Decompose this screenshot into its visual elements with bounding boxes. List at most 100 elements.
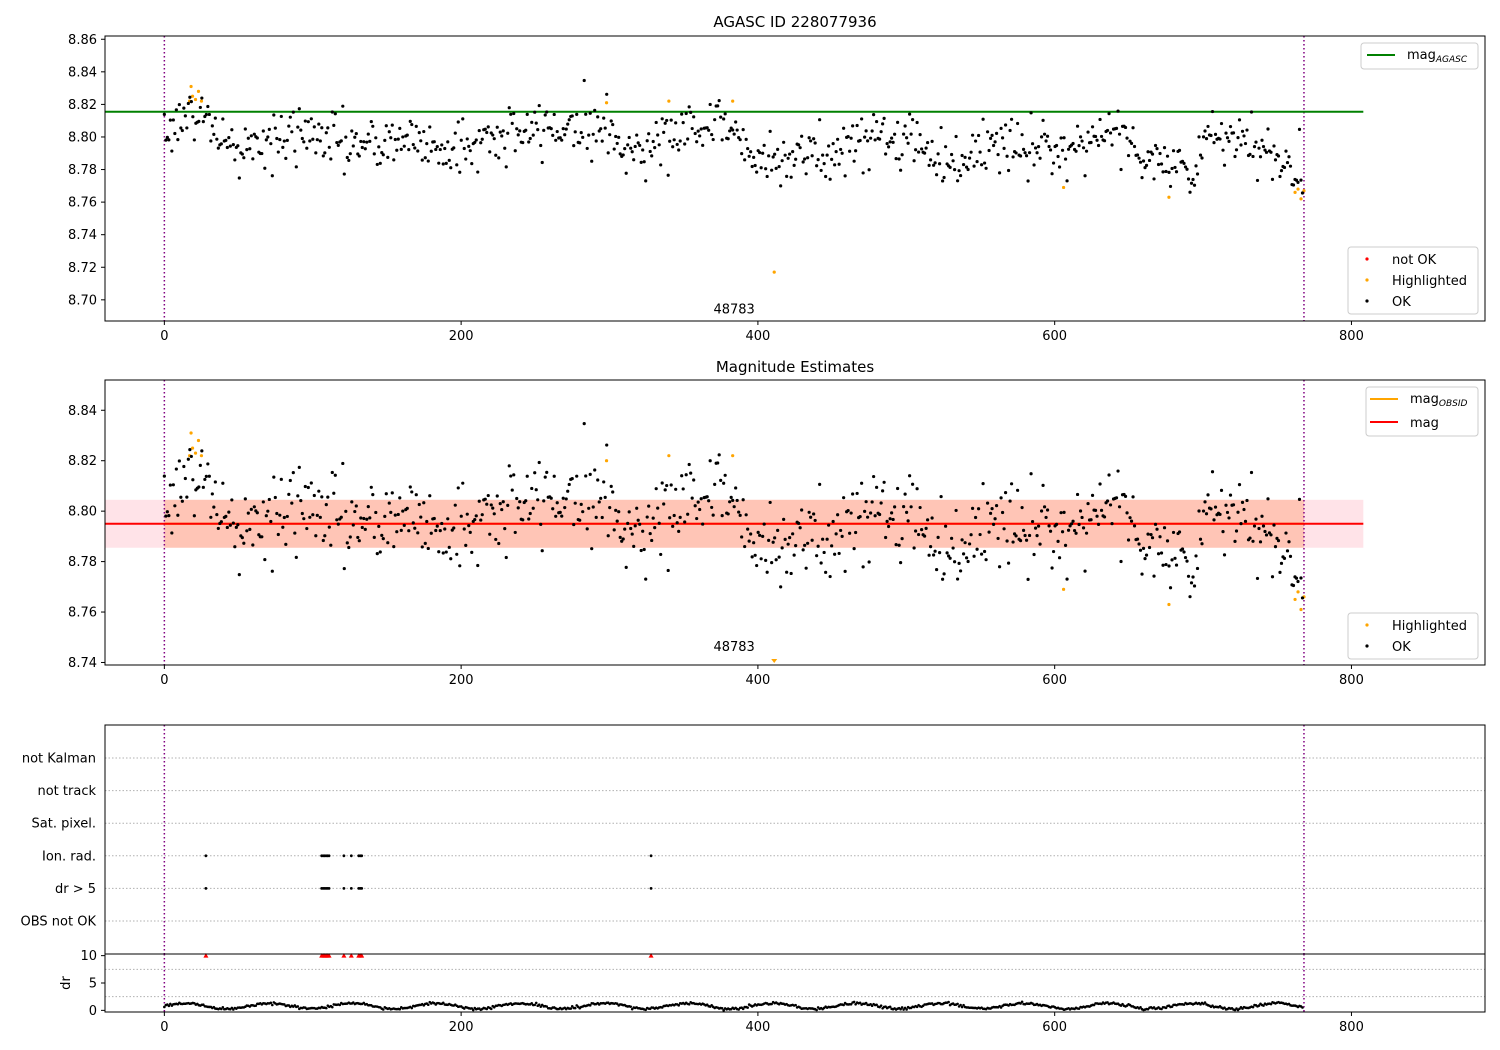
agasc-point-ok bbox=[684, 111, 688, 116]
agasc-y-tick-label: 8.82 bbox=[68, 98, 97, 113]
estimates-point-ok bbox=[831, 519, 835, 524]
agasc-point-ok bbox=[875, 119, 879, 124]
agasc-point-ok bbox=[905, 136, 909, 140]
agasc-point-ok bbox=[240, 152, 244, 156]
estimates-point-ok bbox=[189, 454, 193, 459]
agasc-point-ok bbox=[555, 129, 559, 134]
agasc-point-ok bbox=[1300, 191, 1305, 195]
estimates-point-ok bbox=[630, 532, 634, 536]
agasc-point-ok bbox=[1011, 155, 1015, 159]
agasc-point-ok bbox=[1228, 125, 1233, 129]
agasc-point-ok bbox=[836, 137, 840, 141]
estimates-point-ok bbox=[1035, 534, 1039, 538]
estimates-point-ok bbox=[1201, 509, 1206, 513]
estimates-point-ok bbox=[1257, 526, 1261, 531]
agasc-marker-legend[interactable]: not OK Highlighted OK bbox=[1347, 246, 1479, 315]
estimates-point-ok bbox=[941, 577, 945, 581]
estimates-point-ok bbox=[246, 511, 250, 515]
estimates-point-ok bbox=[825, 537, 829, 541]
estimates-point-ok bbox=[1270, 575, 1275, 579]
agasc-legend-mag-subscript: AGASC bbox=[1435, 55, 1468, 65]
agasc-point-ok bbox=[798, 146, 802, 150]
agasc-point-ok bbox=[605, 92, 609, 96]
estimates-point-ok bbox=[230, 498, 234, 502]
agasc-point-ok bbox=[501, 129, 505, 133]
estimates-point-ok bbox=[423, 541, 427, 545]
estimates-point-ok bbox=[402, 523, 406, 527]
agasc-point-ok bbox=[958, 173, 963, 178]
agasc-point-ok bbox=[188, 95, 192, 99]
estimates-point-ok bbox=[809, 515, 813, 519]
estimates-point-ok bbox=[1275, 536, 1279, 541]
estimates-point-ok bbox=[1095, 514, 1099, 518]
agasc-point-ok bbox=[630, 150, 634, 154]
agasc-point-ok bbox=[663, 121, 667, 125]
agasc-point-ok bbox=[987, 148, 991, 153]
agasc-point-ok bbox=[201, 119, 205, 124]
estimates-point-ok bbox=[1203, 500, 1207, 504]
estimates-point-ok bbox=[231, 521, 235, 525]
agasc-point-ok bbox=[303, 119, 307, 123]
estimates-point-ok bbox=[1242, 507, 1246, 512]
estimates-point-ok bbox=[1180, 547, 1185, 551]
estimates-point-ok bbox=[1236, 510, 1240, 514]
agasc-point-ok bbox=[915, 120, 919, 125]
agasc-point-ok bbox=[1296, 180, 1300, 184]
estimates-point-ok bbox=[1197, 509, 1201, 513]
estimates-point-ok bbox=[266, 509, 270, 513]
agasc-point-ok bbox=[1291, 183, 1296, 187]
agasc-point-ok bbox=[961, 162, 966, 167]
agasc-point-ok bbox=[435, 145, 439, 149]
estimates-point-ok bbox=[512, 473, 516, 477]
estimates-line-legend[interactable]: magOBSID mag bbox=[1365, 386, 1479, 437]
agasc-point-ok bbox=[572, 144, 576, 148]
agasc-point-ok bbox=[440, 143, 444, 147]
agasc-point-ok bbox=[891, 140, 895, 144]
estimates-point-ok bbox=[525, 474, 529, 478]
agasc-point-ok bbox=[782, 140, 786, 144]
estimates-point-ok bbox=[171, 483, 175, 487]
agasc-point-ok bbox=[413, 146, 417, 150]
estimates-point-ok bbox=[1185, 559, 1189, 563]
agasc-point-ok bbox=[746, 146, 750, 151]
estimates-point-ok bbox=[318, 515, 322, 519]
agasc-line-legend[interactable]: magAGASC bbox=[1360, 42, 1479, 70]
agasc-point-ok bbox=[909, 132, 913, 136]
estimates-point-ok bbox=[657, 521, 661, 525]
agasc-point-ok bbox=[377, 145, 381, 149]
estimates-point-ok bbox=[891, 517, 895, 522]
estimates-point-ok bbox=[495, 494, 499, 498]
estimates-point-ok bbox=[278, 513, 282, 517]
agasc-point-ok bbox=[1098, 117, 1102, 122]
estimates-point-ok bbox=[573, 501, 577, 505]
agasc-point-ok bbox=[732, 132, 736, 136]
estimates-point-ok bbox=[383, 514, 387, 518]
estimates-point-ok bbox=[213, 480, 217, 484]
agasc-point-highlighted bbox=[193, 97, 198, 102]
estimates-point-ok bbox=[993, 517, 997, 521]
agasc-point-ok bbox=[903, 124, 907, 128]
estimates-point-ok bbox=[915, 487, 919, 491]
dr-clipped-marker bbox=[341, 953, 347, 958]
dr-point bbox=[947, 1000, 950, 1004]
agasc-point-ok bbox=[330, 110, 334, 114]
estimates-point-ok bbox=[960, 538, 964, 542]
agasc-point-ok bbox=[873, 138, 877, 142]
estimates-marker-legend[interactable]: Highlighted OK bbox=[1347, 612, 1479, 660]
agasc-point-ok bbox=[668, 139, 672, 143]
agasc-point-ok bbox=[185, 126, 189, 130]
agasc-point-ok bbox=[1014, 151, 1018, 155]
estimates-point-ok bbox=[1063, 543, 1068, 547]
agasc-point-ok bbox=[1242, 134, 1246, 138]
agasc-point-ok bbox=[918, 133, 922, 137]
estimates-point-ok bbox=[990, 507, 994, 511]
estimates-point-ok bbox=[305, 526, 309, 531]
estimates-point-ok bbox=[426, 546, 430, 551]
estimates-point-ok bbox=[779, 585, 783, 589]
dr-point bbox=[398, 1007, 402, 1011]
agasc-point-ok bbox=[839, 147, 843, 152]
agasc-point-ok bbox=[387, 130, 391, 134]
agasc-point-ok bbox=[597, 129, 601, 133]
agasc-point-ok bbox=[863, 135, 867, 139]
agasc-point-ok bbox=[1003, 123, 1008, 127]
